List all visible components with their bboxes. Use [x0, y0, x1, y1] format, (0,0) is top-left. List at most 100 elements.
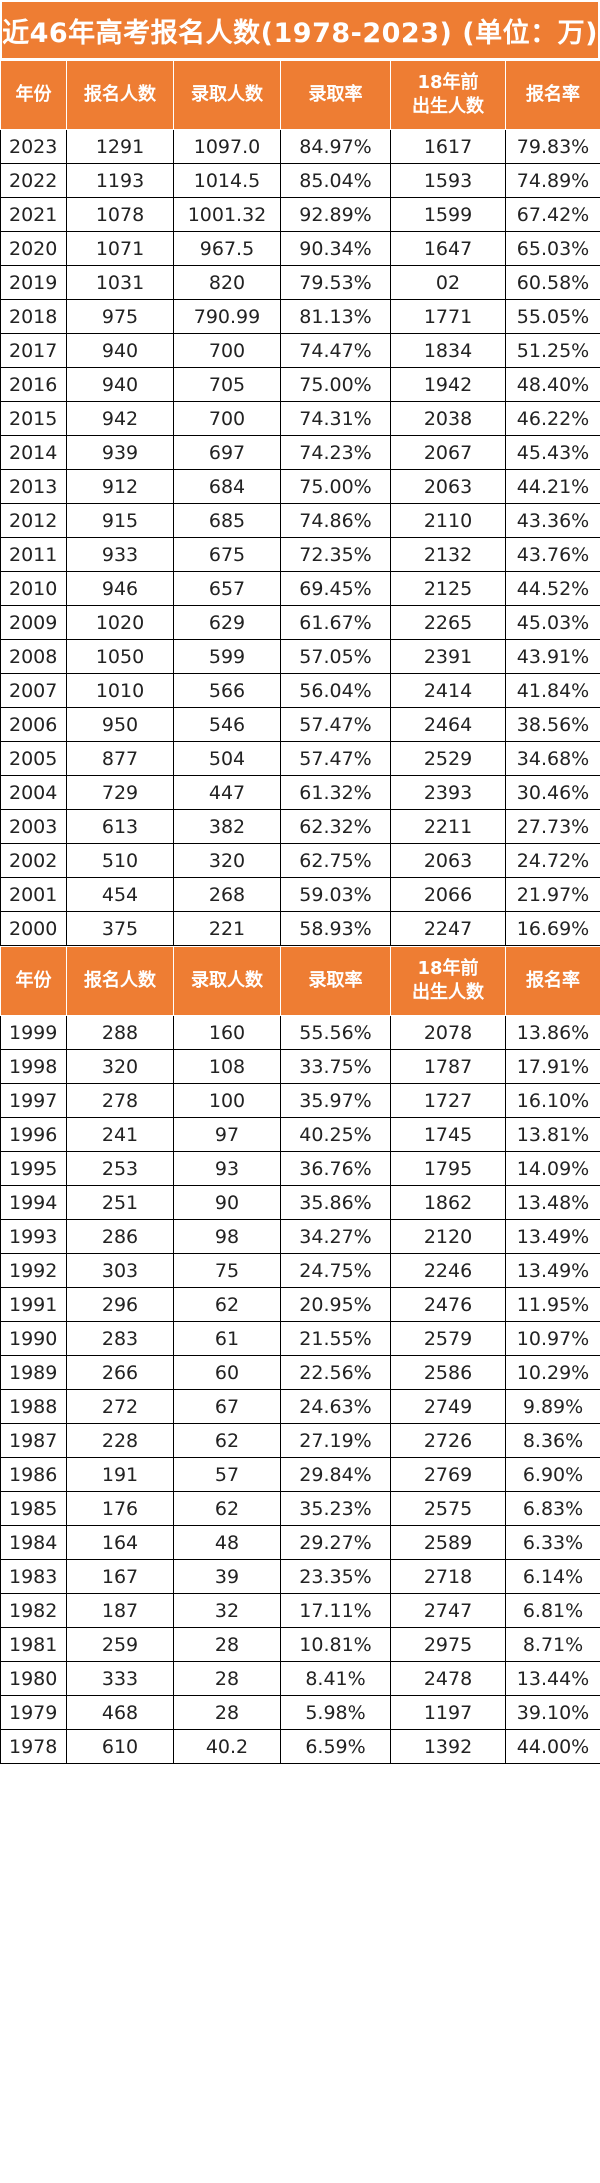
cell-admission-rate: 85.04% — [280, 163, 391, 198]
cell-births-18y-ago: 1617 — [390, 129, 506, 164]
cell-births-18y-ago: 2265 — [390, 605, 506, 640]
cell-year: 2020 — [0, 231, 67, 266]
data-table-recent: 年份 报名人数 录取人数 录取率 18年前 出生人数 报名率 2023 1291 1… — [0, 60, 600, 946]
cell-admitted: 32 — [173, 1593, 281, 1628]
table-row: 2023 1291 1097.0 84.97% 1617 79.83% — [0, 129, 600, 164]
cell-admitted: 697 — [173, 435, 281, 470]
table-row: 1992 303 75 24.75% 2246 13.49% — [0, 1253, 600, 1288]
cell-births-18y-ago: 2078 — [390, 1015, 506, 1050]
cell-applicants: 296 — [66, 1287, 174, 1322]
cell-applicants: 167 — [66, 1559, 174, 1594]
cell-births-18y-ago: 1392 — [390, 1729, 506, 1764]
cell-admission-rate: 62.75% — [280, 843, 391, 878]
cell-year: 2012 — [0, 503, 67, 538]
cell-year: 2015 — [0, 401, 67, 436]
cell-applicants: 288 — [66, 1015, 174, 1050]
cell-births-18y-ago: 1795 — [390, 1151, 506, 1186]
cell-admitted: 160 — [173, 1015, 281, 1050]
cell-births-18y-ago: 2747 — [390, 1593, 506, 1628]
cell-admitted: 546 — [173, 707, 281, 742]
cell-applicants: 1193 — [66, 163, 174, 198]
table-row: 2008 1050 599 57.05% 2391 43.91% — [0, 639, 600, 674]
cell-applicants: 164 — [66, 1525, 174, 1560]
cell-year: 2003 — [0, 809, 67, 844]
table-row: 2017 940 700 74.47% 1834 51.25% — [0, 333, 600, 368]
cell-applicants: 320 — [66, 1049, 174, 1084]
cell-applicants: 454 — [66, 877, 174, 912]
table-row: 1995 253 93 36.76% 1795 14.09% — [0, 1151, 600, 1186]
cell-applicants: 933 — [66, 537, 174, 572]
cell-application-rate: 16.10% — [505, 1083, 600, 1118]
cell-admission-rate: 57.47% — [280, 741, 391, 776]
cell-year: 1982 — [0, 1593, 67, 1628]
cell-admitted: 820 — [173, 265, 281, 300]
cell-applicants: 950 — [66, 707, 174, 742]
cell-admission-rate: 57.05% — [280, 639, 391, 674]
cell-admission-rate: 61.32% — [280, 775, 391, 810]
cell-application-rate: 44.52% — [505, 571, 600, 606]
cell-application-rate: 10.97% — [505, 1321, 600, 1356]
cell-application-rate: 60.58% — [505, 265, 600, 300]
table-row: 2005 877 504 57.47% 2529 34.68% — [0, 741, 600, 776]
table-row: 2020 1071 967.5 90.34% 1647 65.03% — [0, 231, 600, 266]
cell-births-18y-ago: 2246 — [390, 1253, 506, 1288]
cell-admitted: 221 — [173, 911, 281, 946]
cell-admitted: 447 — [173, 775, 281, 810]
cell-admission-rate: 33.75% — [280, 1049, 391, 1084]
cell-year: 2000 — [0, 911, 67, 946]
cell-admission-rate: 6.59% — [280, 1729, 391, 1764]
cell-application-rate: 46.22% — [505, 401, 600, 436]
cell-applicants: 1291 — [66, 129, 174, 164]
cell-births-18y-ago: 2749 — [390, 1389, 506, 1424]
cell-application-rate: 17.91% — [505, 1049, 600, 1084]
cell-year: 1985 — [0, 1491, 67, 1526]
table-row: 2015 942 700 74.31% 2038 46.22% — [0, 401, 600, 436]
cell-births-18y-ago: 1599 — [390, 197, 506, 232]
table-row: 2002 510 320 62.75% 2063 24.72% — [0, 843, 600, 878]
cell-application-rate: 44.00% — [505, 1729, 600, 1764]
cell-admitted: 28 — [173, 1661, 281, 1696]
cell-applicants: 333 — [66, 1661, 174, 1696]
table-row: 2004 729 447 61.32% 2393 30.46% — [0, 775, 600, 810]
cell-admission-rate: 55.56% — [280, 1015, 391, 1050]
cell-applicants: 375 — [66, 911, 174, 946]
table-row: 1985 176 62 35.23% 2575 6.83% — [0, 1491, 600, 1526]
cell-births-18y-ago: 1787 — [390, 1049, 506, 1084]
table-row: 2012 915 685 74.86% 2110 43.36% — [0, 503, 600, 538]
cell-births-18y-ago: 2769 — [390, 1457, 506, 1492]
cell-year: 1991 — [0, 1287, 67, 1322]
cell-year: 2010 — [0, 571, 67, 606]
cell-admitted: 268 — [173, 877, 281, 912]
cell-application-rate: 48.40% — [505, 367, 600, 402]
cell-admitted: 28 — [173, 1695, 281, 1730]
table-row: 2019 1031 820 79.53% 02 60.58% — [0, 265, 600, 300]
cell-year: 1996 — [0, 1117, 67, 1152]
cell-admission-rate: 74.47% — [280, 333, 391, 368]
cell-applicants: 253 — [66, 1151, 174, 1186]
cell-admission-rate: 74.86% — [280, 503, 391, 538]
cell-admitted: 62 — [173, 1491, 281, 1526]
cell-applicants: 241 — [66, 1117, 174, 1152]
cell-application-rate: 67.42% — [505, 197, 600, 232]
cell-admitted: 700 — [173, 401, 281, 436]
table-row: 2021 1078 1001.32 92.89% 1599 67.42% — [0, 197, 600, 232]
cell-births-18y-ago: 2132 — [390, 537, 506, 572]
table-row: 2011 933 675 72.35% 2132 43.76% — [0, 537, 600, 572]
cell-application-rate: 8.36% — [505, 1423, 600, 1458]
cell-admission-rate: 5.98% — [280, 1695, 391, 1730]
cell-year: 1984 — [0, 1525, 67, 1560]
header-admitted: 录取人数 — [173, 946, 281, 1016]
cell-admitted: 790.99 — [173, 299, 281, 334]
cell-admission-rate: 24.63% — [280, 1389, 391, 1424]
cell-applicants: 939 — [66, 435, 174, 470]
cell-admitted: 100 — [173, 1083, 281, 1118]
table-header-row: 年份 报名人数 录取人数 录取率 18年前 出生人数 报名率 — [0, 946, 600, 1016]
table-row: 2022 1193 1014.5 85.04% 1593 74.89% — [0, 163, 600, 198]
cell-births-18y-ago: 1593 — [390, 163, 506, 198]
cell-applicants: 975 — [66, 299, 174, 334]
header-births-18y-ago: 18年前 出生人数 — [390, 60, 506, 130]
table-row: 2000 375 221 58.93% 2247 16.69% — [0, 911, 600, 946]
cell-year: 2005 — [0, 741, 67, 776]
cell-year: 2023 — [0, 129, 67, 164]
table-row: 1994 251 90 35.86% 1862 13.48% — [0, 1185, 600, 1220]
